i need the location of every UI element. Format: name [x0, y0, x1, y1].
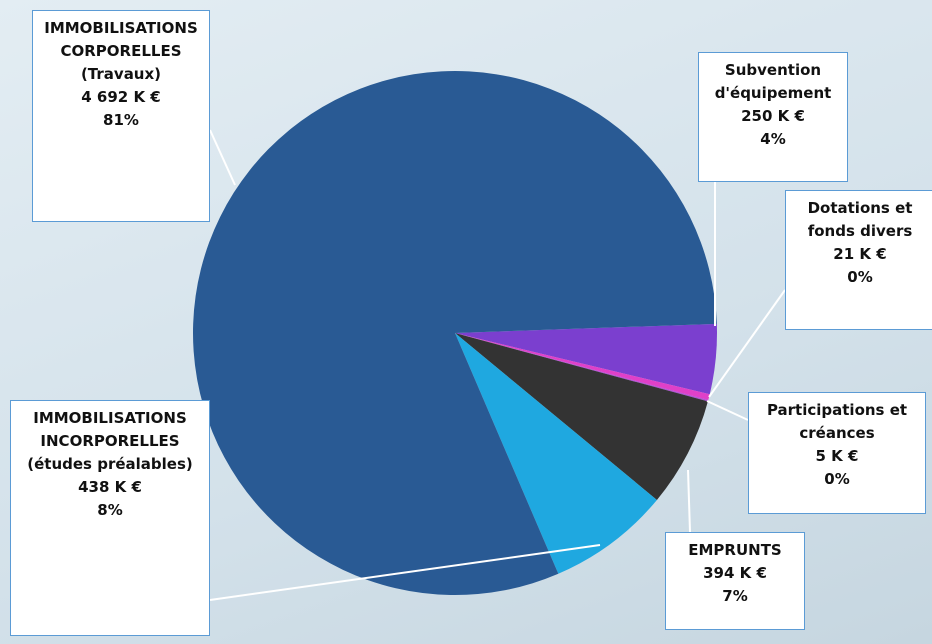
pie-slice — [192, 71, 717, 595]
label-line: 8% — [97, 501, 123, 519]
label-line: 5 K € — [815, 447, 859, 465]
label-line: IMMOBILISATIONS CORPORELLES (Travaux) — [44, 19, 198, 83]
label-line: IMMOBILISATIONS INCORPORELLES (études pr… — [27, 409, 193, 473]
data-label: IMMOBILISATIONS CORPORELLES (Travaux) 4 6… — [32, 10, 210, 222]
pie-slice — [455, 333, 708, 500]
data-label: EMPRUNTS 394 K € 7% — [665, 532, 805, 630]
pie-slice — [455, 333, 709, 402]
label-line: 438 K € — [78, 478, 142, 496]
label-line: 4 692 K € — [81, 88, 161, 106]
data-label: Dotations et fonds divers 21 K € 0% — [785, 190, 932, 330]
data-label: IMMOBILISATIONS INCORPORELLES (études pr… — [10, 400, 210, 636]
data-label: Subvention d'équipement 250 K € 4% — [698, 52, 848, 182]
label-line: 7% — [722, 587, 748, 605]
label-line: 21 K € — [833, 245, 887, 263]
leader-line — [209, 129, 236, 186]
label-line: 4% — [760, 130, 786, 148]
label-line: 394 K € — [703, 564, 767, 582]
label-line: Subvention d'équipement — [714, 61, 832, 102]
leader-line — [209, 544, 601, 601]
data-label: Participations et créances 5 K € 0% — [748, 392, 926, 514]
leader-line — [706, 400, 749, 421]
pie-slice — [455, 323, 718, 395]
leader-line — [687, 469, 691, 533]
label-line: 0% — [847, 268, 873, 286]
label-line: 81% — [103, 111, 139, 129]
label-line: Dotations et fonds divers — [807, 199, 913, 240]
label-line: 0% — [824, 470, 850, 488]
label-line: EMPRUNTS — [688, 541, 782, 559]
leader-line — [708, 289, 786, 398]
label-line: Participations et créances — [766, 401, 908, 442]
label-line: 250 K € — [741, 107, 805, 125]
pie-slice — [455, 333, 710, 401]
pie-slice — [455, 333, 657, 574]
